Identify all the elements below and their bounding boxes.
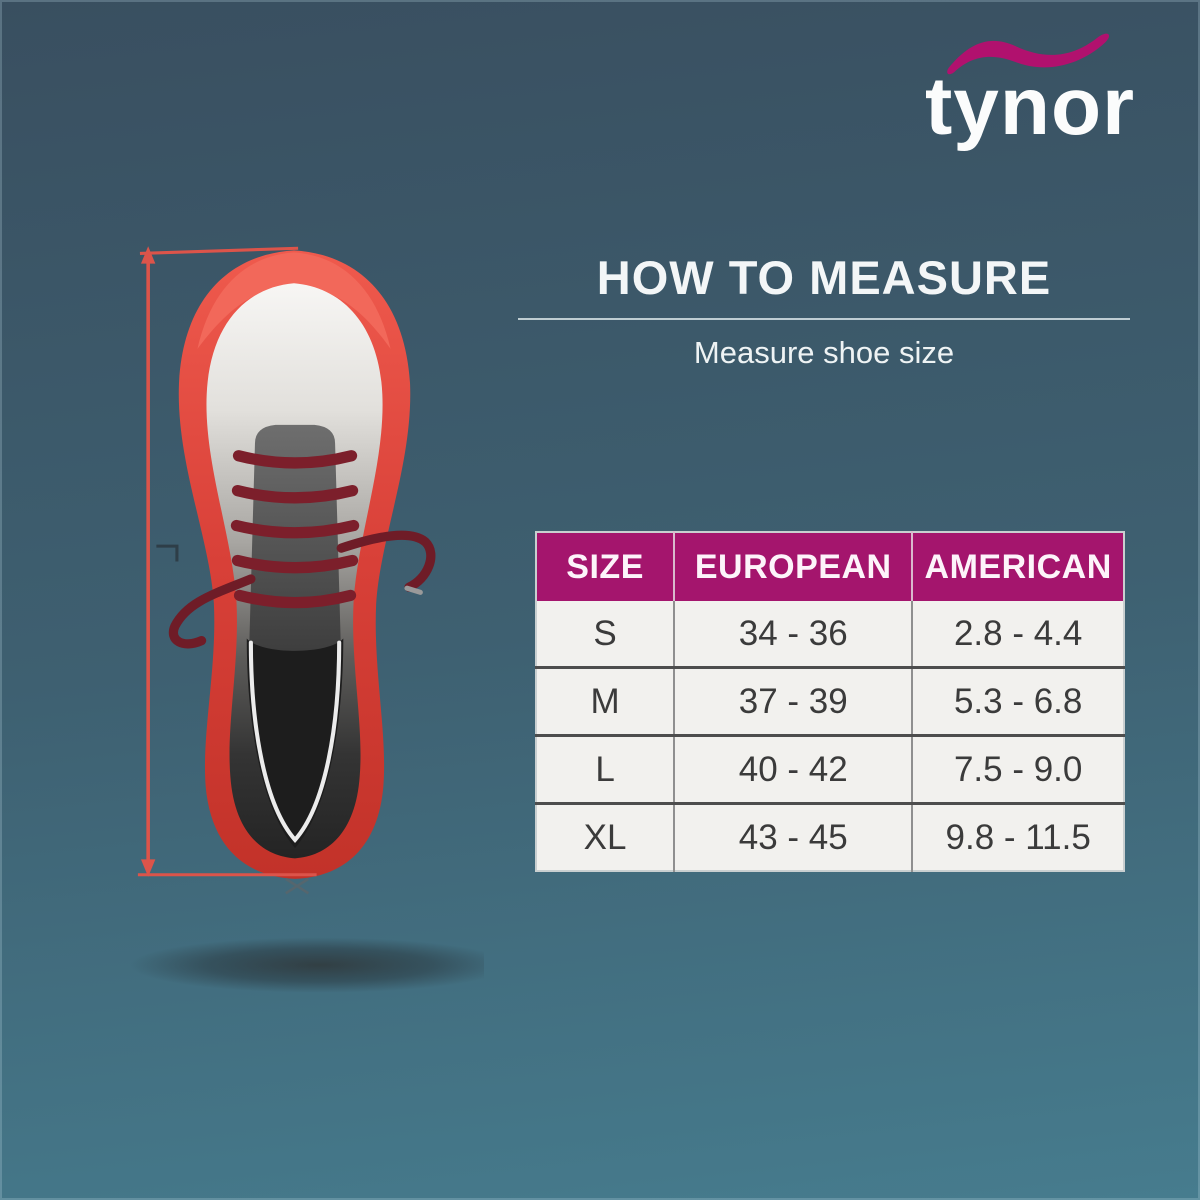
brand-logo: tynor (925, 26, 1135, 148)
cell-american: 7.5 - 9.0 (911, 734, 1124, 804)
shoe-tongue (248, 424, 342, 680)
column-header-european: EUROPEAN (673, 532, 913, 601)
length-measure-arrow (137, 246, 317, 877)
cell-size: M (536, 666, 675, 736)
cell-american: 9.8 - 11.5 (911, 802, 1124, 871)
shoe-collar-piping (248, 640, 342, 843)
column-header-american: AMERICAN (911, 532, 1124, 601)
cell-size: XL (536, 802, 675, 871)
column-header-size: SIZE (536, 532, 675, 601)
cell-european: 34 - 36 (673, 601, 913, 668)
title-divider (518, 318, 1130, 320)
cell-american: 2.8 - 4.4 (911, 601, 1124, 668)
page-title: HOW TO MEASURE (596, 251, 1052, 304)
cell-european: 40 - 42 (673, 734, 913, 804)
right-angle-mark (156, 544, 179, 562)
cell-european: 43 - 45 (673, 802, 913, 871)
page-subtitle: Measure shoe size (693, 335, 955, 370)
shoe-laces (168, 450, 436, 649)
table-header-row: SIZE EUROPEAN AMERICAN (536, 532, 1124, 601)
table-row: S 34 - 36 2.8 - 4.4 (536, 601, 1124, 668)
cell-american: 5.3 - 6.8 (911, 666, 1124, 736)
brand-name: tynor (925, 61, 1135, 152)
size-chart-table: SIZE EUROPEAN AMERICAN S 34 - 36 2.8 - 4… (535, 531, 1125, 872)
table-row: XL 43 - 45 9.8 - 11.5 (536, 802, 1124, 871)
table-row: M 37 - 39 5.3 - 6.8 (536, 666, 1124, 736)
title-block: HOW TO MEASURE Measure shoe size (518, 250, 1130, 371)
brand-swoosh-icon (947, 33, 1110, 75)
cell-size: S (536, 601, 675, 668)
cell-european: 37 - 39 (673, 666, 913, 736)
shoe-shadow (129, 937, 484, 993)
cell-size: L (536, 734, 675, 804)
shoe-top-view-illustration (129, 246, 484, 993)
heel-cross-mark (285, 877, 310, 895)
table-row: L 40 - 42 7.5 - 9.0 (536, 734, 1124, 804)
shoe-toe-cap (197, 252, 391, 349)
